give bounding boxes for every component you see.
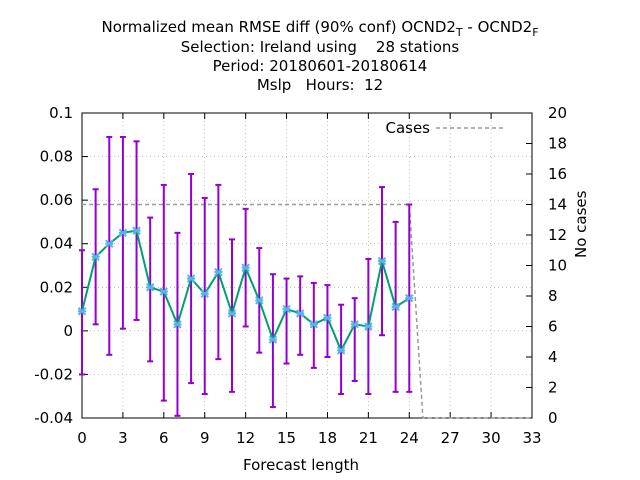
mean-point: [391, 302, 400, 312]
y2-tick-label: 10: [548, 257, 567, 275]
y2-tick-label: 12: [548, 226, 567, 244]
mean-point: [159, 287, 169, 296]
y-tick-label: 0.1: [49, 104, 73, 122]
mean-point: [364, 322, 373, 331]
mean-point: [227, 309, 237, 318]
x-tick-label: 30: [482, 429, 501, 447]
legend-label-cases: Cases: [385, 119, 430, 137]
x-tick-label: 0: [77, 429, 87, 447]
cases-line: [82, 203, 532, 419]
x-tick-label: 27: [441, 429, 460, 447]
y-tick-label: -0.02: [34, 365, 73, 383]
y-tick-label: 0.04: [40, 235, 73, 253]
chart-title-line-3: Period: 20180601-20180614: [212, 57, 428, 75]
y-tick-label: 0.08: [40, 148, 73, 166]
mean-point: [91, 252, 100, 261]
x-tick-label: 12: [236, 429, 255, 447]
mean-point: [132, 226, 141, 235]
y-tick-label: 0.02: [40, 278, 73, 296]
y-tick-label: 0.06: [40, 191, 73, 209]
x-tick-label: 15: [277, 429, 296, 447]
y2-tick-label: 16: [548, 165, 567, 183]
mean-point: [377, 256, 387, 266]
mean-point: [214, 267, 223, 277]
mean-point: [336, 346, 346, 355]
y2-tick-label: 6: [548, 318, 558, 336]
y2-tick-label: 14: [548, 196, 567, 214]
mean-point: [405, 293, 414, 303]
mean-point: [186, 274, 196, 283]
mean-point: [350, 320, 359, 329]
x-axis-label: Forecast length: [243, 456, 360, 474]
mean-point: [200, 289, 209, 299]
mean-point: [255, 296, 264, 305]
x-tick-label: 33: [522, 429, 541, 447]
chart-title-line-4: Mslp Hours: 12: [256, 76, 384, 94]
y2-axis-label: No cases: [572, 190, 590, 258]
y-tick-label: -0.04: [34, 409, 73, 427]
x-tick-label: 24: [400, 429, 419, 447]
mean-point: [282, 304, 291, 314]
chart-title-line-1: Normalized mean RMSE diff (90% conf) OCN…: [101, 18, 539, 39]
mean-point: [145, 283, 155, 292]
x-tick-label: 9: [200, 429, 210, 447]
chart-title-line-2: Selection: Ireland using 28 stations: [180, 38, 460, 56]
mean-point: [309, 320, 319, 329]
y2-tick-label: 2: [548, 379, 558, 397]
x-tick-label: 6: [159, 429, 169, 447]
y2-tick-label: 4: [548, 348, 558, 366]
y2-tick-label: 8: [548, 287, 558, 305]
mean-point: [118, 228, 128, 238]
mean-point: [173, 320, 182, 329]
x-tick-label: 18: [318, 429, 337, 447]
y-tick-label: 0: [63, 322, 73, 340]
mean-point: [295, 309, 305, 318]
mean-point: [241, 263, 250, 272]
mean-point: [323, 313, 332, 322]
y2-tick-label: 20: [548, 104, 567, 122]
y2-tick-label: 18: [548, 135, 567, 153]
x-tick-label: 3: [118, 429, 128, 447]
mean-point: [268, 335, 278, 344]
mean-point: [105, 239, 114, 248]
y2-tick-label: 0: [548, 409, 558, 427]
x-tick-label: 21: [359, 429, 378, 447]
mean-point: [77, 307, 87, 316]
